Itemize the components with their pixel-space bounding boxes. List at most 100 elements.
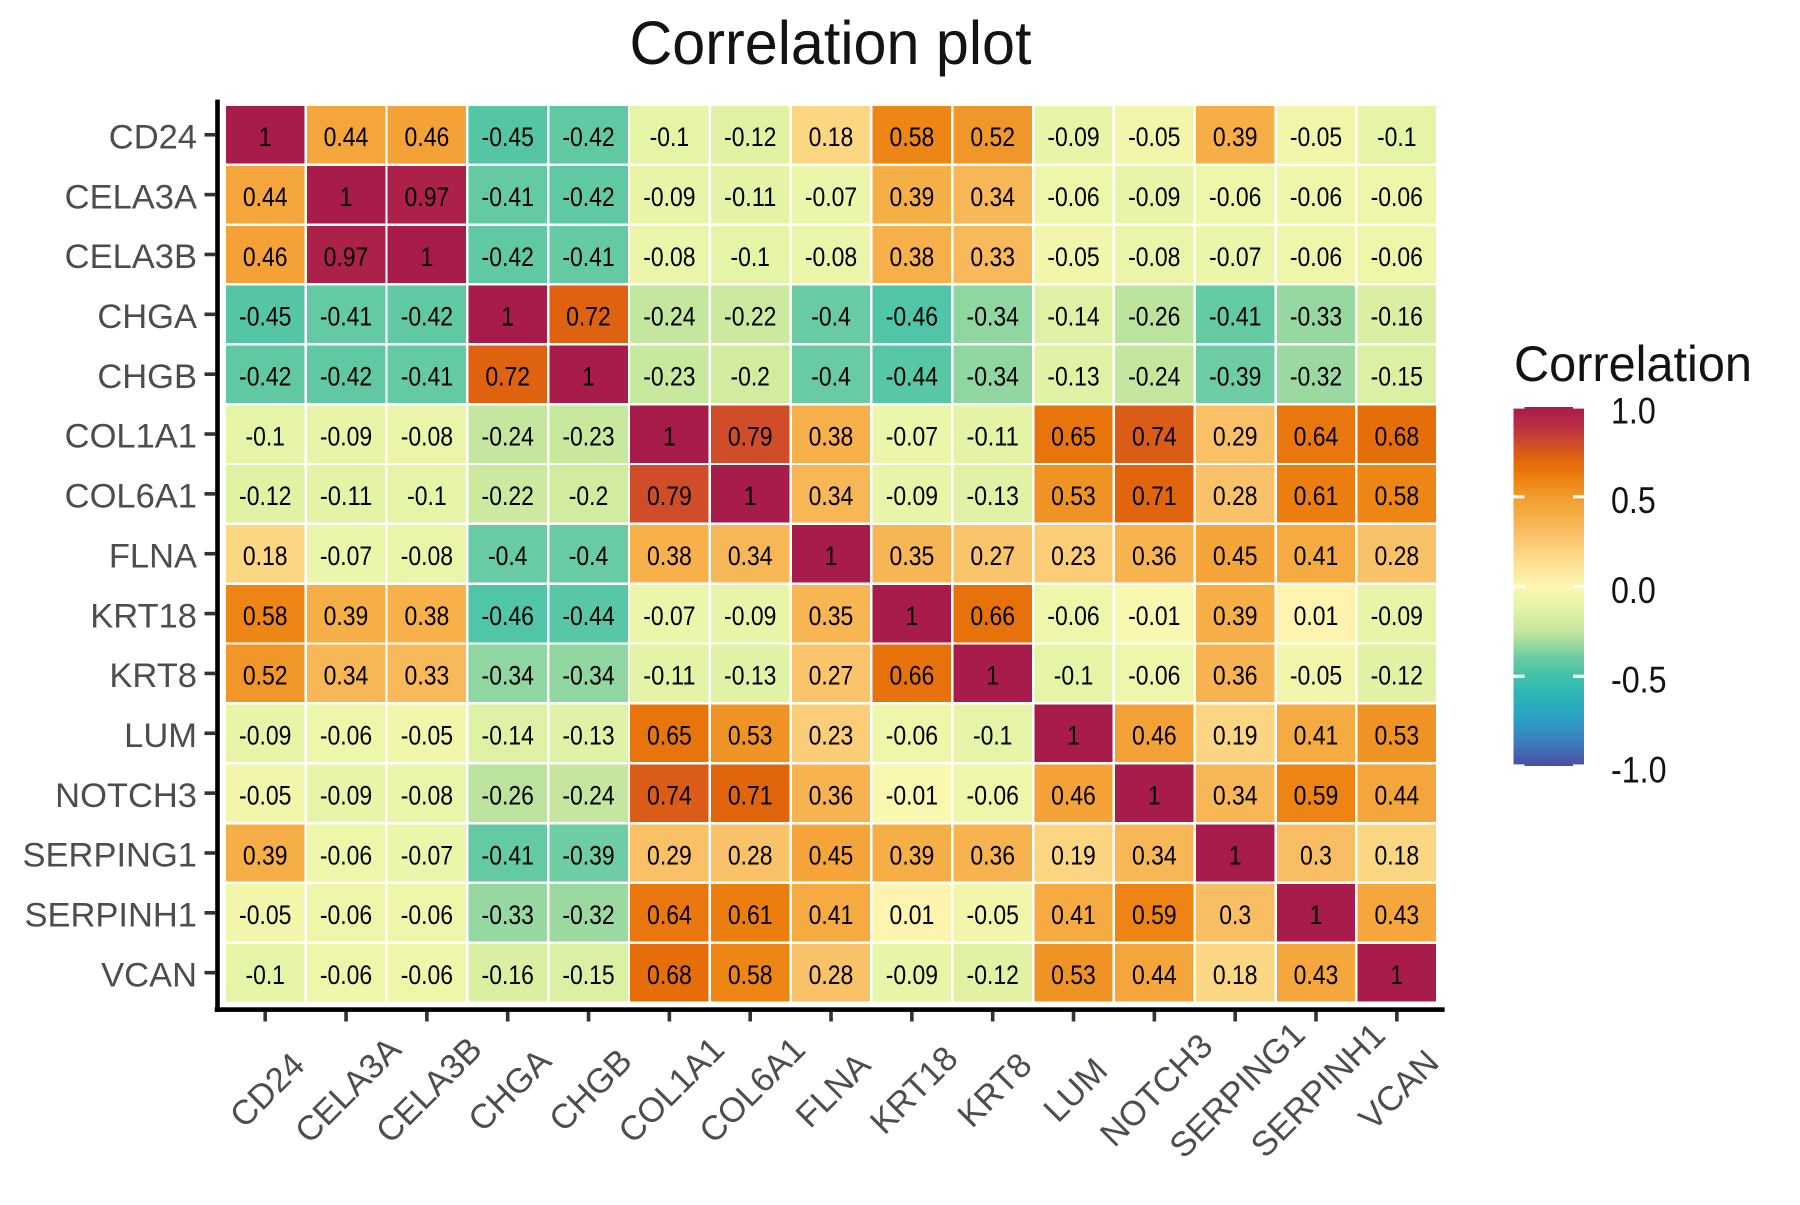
svg-text:0.33: 0.33 xyxy=(405,661,450,691)
svg-text:-0.41: -0.41 xyxy=(562,242,614,272)
svg-text:-0.26: -0.26 xyxy=(1128,302,1180,332)
svg-text:0.41: 0.41 xyxy=(809,900,854,930)
svg-text:-0.08: -0.08 xyxy=(401,541,453,571)
svg-text:-0.41: -0.41 xyxy=(401,362,453,392)
svg-text:-0.32: -0.32 xyxy=(1290,362,1342,392)
svg-text:-0.09: -0.09 xyxy=(724,601,776,631)
svg-text:0.59: 0.59 xyxy=(1294,780,1339,810)
svg-text:0.45: 0.45 xyxy=(1213,541,1258,571)
svg-text:1.0: 1.0 xyxy=(1611,389,1656,431)
svg-text:1: 1 xyxy=(663,421,676,451)
svg-text:-0.24: -0.24 xyxy=(562,780,614,810)
svg-text:-0.23: -0.23 xyxy=(643,362,695,392)
svg-text:0.58: 0.58 xyxy=(243,601,288,631)
svg-text:0.66: 0.66 xyxy=(970,601,1015,631)
svg-text:0.39: 0.39 xyxy=(324,601,369,631)
svg-text:-0.06: -0.06 xyxy=(320,721,372,751)
svg-text:0.97: 0.97 xyxy=(405,182,450,212)
svg-text:1: 1 xyxy=(421,242,434,272)
svg-text:0.18: 0.18 xyxy=(1213,960,1258,990)
svg-text:0.39: 0.39 xyxy=(243,840,288,870)
svg-text:-0.05: -0.05 xyxy=(967,900,1019,930)
svg-text:-0.22: -0.22 xyxy=(482,481,534,511)
svg-text:-0.46: -0.46 xyxy=(482,601,534,631)
svg-text:-0.45: -0.45 xyxy=(239,302,291,332)
svg-text:-0.42: -0.42 xyxy=(562,182,614,212)
svg-text:0.58: 0.58 xyxy=(728,960,773,990)
svg-text:-0.08: -0.08 xyxy=(401,421,453,451)
svg-text:-0.14: -0.14 xyxy=(1047,302,1099,332)
svg-text:-0.1: -0.1 xyxy=(1054,661,1094,691)
svg-text:0.58: 0.58 xyxy=(890,122,935,152)
svg-text:0.0: 0.0 xyxy=(1611,569,1656,611)
svg-text:0.36: 0.36 xyxy=(970,840,1015,870)
svg-text:-0.44: -0.44 xyxy=(562,601,614,631)
svg-text:-0.16: -0.16 xyxy=(482,960,534,990)
svg-text:0.23: 0.23 xyxy=(809,721,854,751)
svg-text:-0.06: -0.06 xyxy=(401,960,453,990)
svg-text:0.29: 0.29 xyxy=(1213,421,1258,451)
svg-text:0.52: 0.52 xyxy=(243,661,288,691)
svg-text:-0.42: -0.42 xyxy=(482,242,534,272)
svg-text:-0.34: -0.34 xyxy=(482,661,534,691)
svg-text:-0.24: -0.24 xyxy=(482,421,534,451)
svg-text:1: 1 xyxy=(259,122,272,152)
svg-text:-0.41: -0.41 xyxy=(482,840,534,870)
svg-text:0.28: 0.28 xyxy=(728,840,773,870)
svg-text:0.34: 0.34 xyxy=(809,481,854,511)
svg-text:-0.06: -0.06 xyxy=(320,840,372,870)
svg-text:1: 1 xyxy=(501,302,514,332)
svg-text:0.3: 0.3 xyxy=(1219,900,1251,930)
svg-text:0.44: 0.44 xyxy=(1132,960,1177,990)
svg-text:1: 1 xyxy=(744,481,757,511)
svg-text:SERPINH1: SERPINH1 xyxy=(24,897,197,935)
svg-text:0.41: 0.41 xyxy=(1051,900,1096,930)
svg-text:0.34: 0.34 xyxy=(728,541,773,571)
svg-text:0.58: 0.58 xyxy=(1374,481,1419,511)
svg-text:0.41: 0.41 xyxy=(1294,721,1339,751)
svg-text:-0.06: -0.06 xyxy=(401,900,453,930)
svg-text:Correlation: Correlation xyxy=(1514,336,1752,392)
svg-text:FLNA: FLNA xyxy=(109,537,197,575)
svg-text:-0.24: -0.24 xyxy=(643,302,695,332)
svg-text:1: 1 xyxy=(1148,780,1161,810)
svg-text:0.64: 0.64 xyxy=(647,900,692,930)
svg-text:-0.06: -0.06 xyxy=(886,721,938,751)
svg-text:-0.39: -0.39 xyxy=(562,840,614,870)
svg-text:0.28: 0.28 xyxy=(1213,481,1258,511)
svg-text:0.44: 0.44 xyxy=(1374,780,1419,810)
svg-text:-0.23: -0.23 xyxy=(562,421,614,451)
svg-text:-0.09: -0.09 xyxy=(320,780,372,810)
svg-text:-0.01: -0.01 xyxy=(886,780,938,810)
svg-text:-0.42: -0.42 xyxy=(401,302,453,332)
svg-text:-0.24: -0.24 xyxy=(1128,362,1180,392)
svg-text:0.53: 0.53 xyxy=(728,721,773,751)
svg-text:0.38: 0.38 xyxy=(647,541,692,571)
svg-text:-0.44: -0.44 xyxy=(886,362,938,392)
svg-text:1: 1 xyxy=(340,182,353,212)
svg-text:-0.42: -0.42 xyxy=(239,362,291,392)
svg-text:-0.1: -0.1 xyxy=(650,122,690,152)
svg-text:0.3: 0.3 xyxy=(1300,840,1332,870)
svg-text:0.34: 0.34 xyxy=(1213,780,1258,810)
svg-text:0.59: 0.59 xyxy=(1132,900,1177,930)
svg-text:0.18: 0.18 xyxy=(1374,840,1419,870)
svg-text:0.19: 0.19 xyxy=(1213,721,1258,751)
svg-text:-0.4: -0.4 xyxy=(811,362,851,392)
svg-text:-0.05: -0.05 xyxy=(1047,242,1099,272)
svg-text:-0.06: -0.06 xyxy=(1290,242,1342,272)
svg-text:-0.08: -0.08 xyxy=(643,242,695,272)
svg-text:-0.26: -0.26 xyxy=(482,780,534,810)
svg-text:-0.11: -0.11 xyxy=(967,421,1019,451)
svg-text:0.65: 0.65 xyxy=(1051,421,1096,451)
svg-text:COL6A1: COL6A1 xyxy=(65,478,197,516)
svg-text:1: 1 xyxy=(1310,900,1323,930)
svg-text:-0.4: -0.4 xyxy=(569,541,609,571)
svg-text:0.38: 0.38 xyxy=(405,601,450,631)
svg-text:COL1A1: COL1A1 xyxy=(65,418,197,456)
svg-text:0.65: 0.65 xyxy=(647,721,692,751)
svg-text:0.39: 0.39 xyxy=(890,182,935,212)
svg-text:0.35: 0.35 xyxy=(809,601,854,631)
svg-text:0.68: 0.68 xyxy=(1374,421,1419,451)
svg-text:-0.06: -0.06 xyxy=(1371,242,1423,272)
